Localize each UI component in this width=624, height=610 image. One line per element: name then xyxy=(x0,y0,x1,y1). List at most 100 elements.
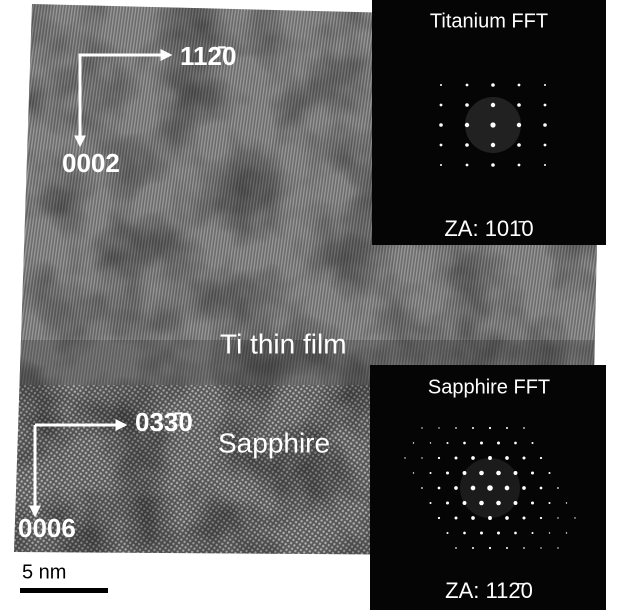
fft-spot xyxy=(455,547,457,549)
fft-spot xyxy=(496,470,501,476)
fft-spot xyxy=(488,546,492,550)
fft-spot xyxy=(429,471,432,475)
fft-spot xyxy=(421,487,423,489)
fft-spot xyxy=(543,103,547,107)
fft-spot xyxy=(530,501,535,505)
fft-spot xyxy=(490,122,496,128)
fft-spot xyxy=(522,456,526,460)
fft-spot xyxy=(454,486,458,490)
fft-spot xyxy=(514,531,517,535)
fft-spot xyxy=(471,426,475,430)
fft-spot xyxy=(491,83,495,87)
fft-spot xyxy=(454,516,458,520)
fft-spot xyxy=(421,427,423,429)
fft-spot xyxy=(462,501,467,505)
fft-spot xyxy=(438,427,440,429)
fft-spot xyxy=(497,531,500,535)
fft-spot xyxy=(505,456,509,460)
fft-spot xyxy=(543,123,547,127)
fft-spot xyxy=(505,546,509,550)
ti-label: Ti thin film xyxy=(220,328,347,359)
fft-spot xyxy=(440,84,442,86)
fft-spot xyxy=(429,501,432,505)
fft-spot xyxy=(574,517,576,519)
fft-spot xyxy=(565,532,568,534)
fft-spot xyxy=(505,516,509,520)
fft-spot xyxy=(439,143,443,147)
fft-spot xyxy=(439,123,443,127)
fft-spot xyxy=(491,163,495,167)
fft-spot xyxy=(412,442,415,444)
ti-axes: 112̄0 0002 xyxy=(62,41,236,178)
fft-spot xyxy=(480,531,483,535)
fft-spot xyxy=(539,516,543,520)
fft-spot xyxy=(557,547,559,549)
scale-bar-label: 5 nm xyxy=(22,561,66,583)
fft-spot xyxy=(465,83,469,87)
fft-spot xyxy=(488,456,492,460)
fft-spot xyxy=(412,472,415,474)
fft-spot xyxy=(517,103,521,107)
fft-spot xyxy=(421,457,423,459)
titanium-fft: Titanium FFT ZA: 101̄0 xyxy=(372,0,606,245)
fft-spot xyxy=(465,143,469,147)
fft-spot xyxy=(446,441,449,445)
fft-spot xyxy=(429,442,432,444)
sapphire-direction-y: 0006 xyxy=(18,513,76,543)
sapphire-axes: 033̄0 0006 xyxy=(18,407,193,543)
fft-spot xyxy=(522,486,526,490)
fft-spot xyxy=(530,471,535,475)
fft-spot xyxy=(437,486,441,490)
fft-spot xyxy=(504,485,510,491)
fft-spot xyxy=(531,531,534,535)
fft-spot xyxy=(439,103,443,107)
fft-spot xyxy=(513,471,518,475)
fft-spot xyxy=(490,102,496,108)
fft-spot xyxy=(480,441,483,445)
fft-spot xyxy=(516,122,522,128)
fft-spot xyxy=(540,547,542,549)
fft-spot xyxy=(454,456,458,460)
fft-spot xyxy=(496,500,501,506)
fft-spot xyxy=(437,516,441,520)
fft-spot xyxy=(471,546,475,550)
fft-spot xyxy=(539,456,543,460)
fft-spot xyxy=(517,143,521,147)
fft-spot xyxy=(544,84,546,86)
fft-spot xyxy=(497,441,500,445)
fft-spot xyxy=(479,500,484,506)
fft-spot xyxy=(479,470,484,476)
fft-spot xyxy=(437,456,441,460)
fft-spot xyxy=(446,531,449,535)
fft-spot xyxy=(455,427,457,429)
fft-spot xyxy=(465,163,469,167)
fft-spot xyxy=(557,517,559,519)
scale-bar xyxy=(20,588,108,593)
fft-spot xyxy=(505,426,509,430)
inset-title: Titanium FFT xyxy=(430,10,548,32)
fft-spot xyxy=(404,457,406,459)
zone-axis: ZA: 112̄0 xyxy=(445,578,533,603)
fft-spot xyxy=(471,456,475,460)
sapphire-fft: Sapphire FFT ZA: 112̄0 xyxy=(370,365,606,610)
zone-axis: ZA: 101̄0 xyxy=(444,216,533,241)
fft-spot xyxy=(465,103,469,107)
fft-spot xyxy=(440,164,442,166)
fft-spot xyxy=(544,164,546,166)
fft-spot xyxy=(464,122,470,128)
fft-spot xyxy=(565,502,568,504)
fft-spot xyxy=(522,516,526,520)
ti-direction-x: 112̄0 xyxy=(180,41,236,71)
fft-spot xyxy=(543,143,547,147)
fft-spot xyxy=(463,441,466,445)
ti-direction-y: 0002 xyxy=(62,148,120,178)
fft-spot xyxy=(517,163,521,167)
fft-spot xyxy=(557,487,559,489)
fft-spot xyxy=(462,471,467,475)
fft-spot xyxy=(548,532,551,534)
fft-spot xyxy=(487,485,493,491)
fft-spot xyxy=(445,471,450,475)
fft-spot xyxy=(471,516,475,520)
fft-spot xyxy=(488,516,492,520)
sapphire-label: Sapphire xyxy=(218,427,330,458)
